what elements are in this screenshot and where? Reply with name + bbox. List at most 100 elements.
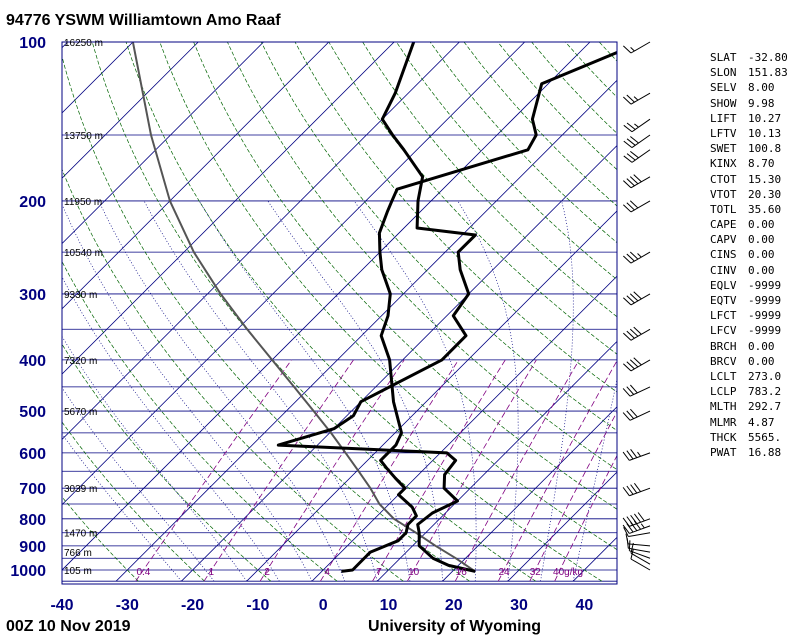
temperature-tick-label: 10 xyxy=(380,597,398,614)
temperature-tick-label: -10 xyxy=(246,597,269,614)
mixing-ratio-line xyxy=(259,359,405,582)
index-key: TOTL xyxy=(710,202,737,216)
mixing-ratio-line xyxy=(529,411,617,582)
index-row: THCK 5565. xyxy=(710,430,788,445)
index-key: SWET xyxy=(710,142,737,156)
pressure-tick-label: 900 xyxy=(19,539,46,556)
index-row: SLAT -32.80 xyxy=(710,50,788,65)
index-key: LFTV xyxy=(710,126,737,140)
isotherm-line xyxy=(442,406,617,582)
mixing-ratio-line xyxy=(497,359,617,582)
index-row: TOTL 35.60 xyxy=(710,202,788,217)
isotherm-line xyxy=(115,79,617,582)
mixing-ratio-label: 1 xyxy=(209,567,215,578)
dry-adiabat-line xyxy=(193,42,617,510)
index-row: VTOT 20.30 xyxy=(710,187,788,202)
index-value: -32.80 xyxy=(748,51,788,64)
moist-adiabat-line xyxy=(62,387,215,582)
isotherm-line xyxy=(181,145,617,582)
wind-barb xyxy=(622,448,651,461)
index-key: CTOT xyxy=(710,172,737,186)
source-label: University of Wyoming xyxy=(368,618,542,635)
index-key: MLMR xyxy=(710,415,737,429)
index-value: 0.00 xyxy=(748,218,775,232)
index-key: SLON xyxy=(710,66,737,80)
index-key: PWAT xyxy=(710,445,737,459)
index-value: 8.00 xyxy=(748,81,775,95)
temperature-tick-label: 40 xyxy=(575,597,593,614)
index-row: CINS 0.00 xyxy=(710,247,788,262)
isotherm-line xyxy=(62,42,68,49)
valid-time-label: 00Z 10 Nov 2019 xyxy=(6,618,131,635)
index-value: 15.30 xyxy=(748,172,782,186)
height-label: 16250 m xyxy=(64,38,103,49)
isotherm-line xyxy=(62,42,525,506)
pressure-tick-label: 100 xyxy=(19,35,46,52)
index-row: LCLT 273.0 xyxy=(710,369,788,384)
mixing-ratio-line xyxy=(135,359,292,582)
dry-adiabat-line xyxy=(159,42,617,551)
moist-adiabat-line xyxy=(143,200,378,582)
index-row: SELV 8.00 xyxy=(710,80,788,95)
pressure-tick-label: 400 xyxy=(19,353,46,370)
index-row: EQTV -9999 xyxy=(710,293,788,308)
index-row: LFTV 10.13 xyxy=(710,126,788,141)
moist-adiabat-line xyxy=(540,200,574,582)
height-label: 13750 m xyxy=(64,131,103,142)
moist-adiabat-line xyxy=(457,200,519,582)
index-value: -9999 xyxy=(748,294,782,307)
index-row: SLON 151.83 xyxy=(710,65,788,80)
index-value: -9999 xyxy=(748,324,782,338)
dewpoint-line xyxy=(341,50,617,573)
index-key: LCLT xyxy=(710,369,737,383)
index-value: 8.70 xyxy=(748,157,775,171)
height-label: 105 m xyxy=(64,566,92,577)
index-row: KINX 8.70 xyxy=(710,156,788,171)
height-label: 11950 m xyxy=(64,197,102,208)
index-key: LFCT xyxy=(710,309,737,323)
mixing-ratio-label: 32 xyxy=(530,567,542,578)
isotherm-line xyxy=(62,42,330,310)
index-key: BRCV xyxy=(710,354,737,368)
dry-adiabat-line xyxy=(62,421,205,582)
index-value: 0.00 xyxy=(748,339,775,353)
index-value: 35.60 xyxy=(748,202,782,216)
mixing-ratio-line xyxy=(454,359,580,582)
index-key: EQLV xyxy=(710,278,737,292)
index-value: 273.0 xyxy=(748,369,782,383)
mixing-ratio-label: 16 xyxy=(456,567,468,578)
index-value: 0.00 xyxy=(748,354,775,368)
mixing-ratio-label: 2 xyxy=(264,567,270,578)
wind-barb xyxy=(623,251,651,264)
index-value: 0.00 xyxy=(748,233,775,247)
mixing-ratio-label: 40g/kg xyxy=(553,567,583,578)
index-value: 5565. xyxy=(748,430,782,444)
wind-barb xyxy=(623,357,651,372)
mixing-ratio-line xyxy=(372,359,506,582)
dry-adiabat-line xyxy=(227,42,617,471)
index-key: LFCV xyxy=(710,324,737,338)
mixing-ratio-label: 24 xyxy=(498,567,510,578)
index-value: 292.7 xyxy=(748,400,782,414)
dry-adiabat-line xyxy=(62,496,139,582)
index-key: LCLP xyxy=(710,385,737,399)
stability-indices-table: SLAT -32.80 SLON 151.83 SELV 8.00 SHOW 9.98 LIFT… xyxy=(710,50,788,460)
index-key: CAPV xyxy=(710,233,737,247)
temperature-tick-label: 30 xyxy=(510,597,528,614)
wind-barb xyxy=(622,482,651,497)
index-key: CAPE xyxy=(710,218,737,232)
pressure-tick-label: 500 xyxy=(19,404,46,421)
index-row: SHOW 9.98 xyxy=(710,96,788,111)
mixing-ratio-line xyxy=(320,359,459,582)
wind-barb xyxy=(625,533,651,547)
index-row: SWET 100.8 xyxy=(710,141,788,156)
pressure-tick-label: 700 xyxy=(19,481,46,498)
index-value: -9999 xyxy=(748,309,782,323)
temperature-tick-label: 20 xyxy=(445,597,463,614)
pressure-tick-label: 600 xyxy=(19,446,46,463)
height-label: 10540 m xyxy=(64,248,103,259)
index-row: CAPV 0.00 xyxy=(710,232,788,247)
moist-adiabat-line xyxy=(198,200,411,582)
wind-barb xyxy=(623,149,651,163)
wind-barb xyxy=(623,118,651,133)
